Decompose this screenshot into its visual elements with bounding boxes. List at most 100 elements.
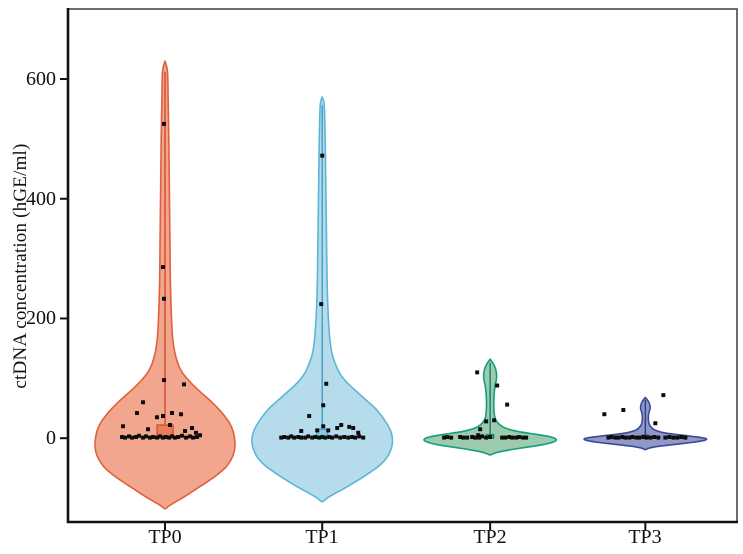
x-category-label-tp2: TP2 xyxy=(473,526,507,548)
data-point-tp0 xyxy=(180,433,185,438)
x-category-label-tp0: TP0 xyxy=(148,526,182,548)
data-point-tp0 xyxy=(182,382,187,387)
data-point-tp0 xyxy=(162,378,167,383)
data-point-tp2 xyxy=(492,418,497,423)
data-point-tp3 xyxy=(602,412,607,417)
data-point-tp3 xyxy=(648,435,653,440)
data-point-tp3 xyxy=(663,435,668,440)
data-point-tp2 xyxy=(524,435,529,440)
data-point-tp1 xyxy=(361,435,366,440)
y-tick-label-0: 0 xyxy=(46,427,56,449)
data-point-tp0 xyxy=(162,121,167,126)
data-point-tp1 xyxy=(299,429,304,434)
data-point-tp1 xyxy=(353,435,358,440)
data-point-tp3 xyxy=(675,435,680,440)
data-point-tp1 xyxy=(326,428,331,433)
data-point-tp0 xyxy=(176,434,181,439)
data-point-tp2 xyxy=(478,427,483,432)
data-point-tp3 xyxy=(661,393,666,398)
data-point-tp1 xyxy=(299,435,304,440)
data-point-tp2 xyxy=(475,370,480,375)
data-point-tp3 xyxy=(616,435,621,440)
data-point-tp1 xyxy=(320,153,325,158)
data-point-tp3 xyxy=(630,434,635,439)
data-point-tp1 xyxy=(321,424,326,429)
data-point-tp0 xyxy=(130,435,135,440)
data-point-tp1 xyxy=(351,426,356,431)
data-point-tp1 xyxy=(346,435,351,440)
data-point-tp3 xyxy=(683,435,688,440)
data-point-tp1 xyxy=(321,403,326,408)
data-point-tp3 xyxy=(609,434,614,439)
data-point-tp2 xyxy=(449,435,454,440)
data-point-tp1 xyxy=(306,434,311,439)
data-point-tp1 xyxy=(338,435,343,440)
data-point-tp1 xyxy=(315,428,320,433)
data-point-tp0 xyxy=(191,435,196,440)
data-point-tp1 xyxy=(339,423,344,428)
data-point-tp0 xyxy=(137,433,142,438)
data-point-tp3 xyxy=(652,434,657,439)
data-point-tp0 xyxy=(121,424,126,429)
x-category-label-tp1: TP1 xyxy=(305,526,339,548)
data-point-tp0 xyxy=(194,430,199,435)
data-point-tp2 xyxy=(517,434,522,439)
data-point-tp2 xyxy=(510,435,515,440)
data-point-tp1 xyxy=(357,434,362,439)
data-point-tp3 xyxy=(656,435,661,440)
data-point-tp0 xyxy=(161,414,166,419)
data-point-tp1 xyxy=(324,381,329,386)
data-point-tp1 xyxy=(330,435,335,440)
data-point-tp2 xyxy=(480,434,485,439)
data-point-tp0 xyxy=(144,434,149,439)
y-tick-label-200: 200 xyxy=(26,307,56,329)
data-point-tp0 xyxy=(198,433,203,438)
data-point-tp1 xyxy=(347,424,352,429)
data-point-tp1 xyxy=(319,302,324,307)
data-point-tp1 xyxy=(307,414,312,419)
data-point-tp1 xyxy=(356,430,361,435)
data-point-tp1 xyxy=(282,434,287,439)
data-point-tp2 xyxy=(484,419,489,424)
data-point-tp0 xyxy=(190,426,195,431)
x-category-label-tp3: TP3 xyxy=(628,526,662,548)
data-point-tp3 xyxy=(653,421,658,426)
data-point-tp0 xyxy=(123,435,128,440)
data-point-tp2 xyxy=(503,435,508,440)
y-axis-title: ctDNA concentration (hGE/ml) xyxy=(10,143,31,389)
data-point-tp3 xyxy=(644,435,649,440)
data-point-tp2 xyxy=(473,435,478,440)
data-point-tp1 xyxy=(334,434,339,439)
data-point-tp2 xyxy=(495,383,500,388)
data-point-tp1 xyxy=(323,435,328,440)
data-point-tp2 xyxy=(488,434,493,439)
data-point-tp2 xyxy=(484,435,489,440)
data-point-tp2 xyxy=(505,402,510,407)
y-tick-label-600: 600 xyxy=(26,68,56,90)
y-tick-label-400: 400 xyxy=(26,188,56,210)
data-point-tp3 xyxy=(667,434,672,439)
data-point-tp0 xyxy=(170,411,175,416)
data-point-tp2 xyxy=(445,434,450,439)
data-point-tp2 xyxy=(465,435,470,440)
data-point-tp0 xyxy=(162,296,167,301)
data-point-tp0 xyxy=(183,429,188,434)
data-point-tp3 xyxy=(671,435,676,440)
data-point-tp0 xyxy=(168,423,173,428)
data-point-tp0 xyxy=(179,412,184,417)
data-point-tp1 xyxy=(342,434,347,439)
data-point-tp0 xyxy=(146,427,151,432)
data-point-tp0 xyxy=(151,434,156,439)
data-point-tp2 xyxy=(461,435,466,440)
data-point-tp3 xyxy=(679,434,684,439)
data-point-tp3 xyxy=(623,435,628,440)
data-point-tp0 xyxy=(155,415,160,420)
data-point-tp0 xyxy=(184,435,189,440)
data-point-tp1 xyxy=(292,435,297,440)
data-point-tp0 xyxy=(141,400,146,405)
data-point-tp3 xyxy=(637,435,642,440)
data-point-tp0 xyxy=(135,411,140,416)
data-point-tp1 xyxy=(313,434,318,439)
